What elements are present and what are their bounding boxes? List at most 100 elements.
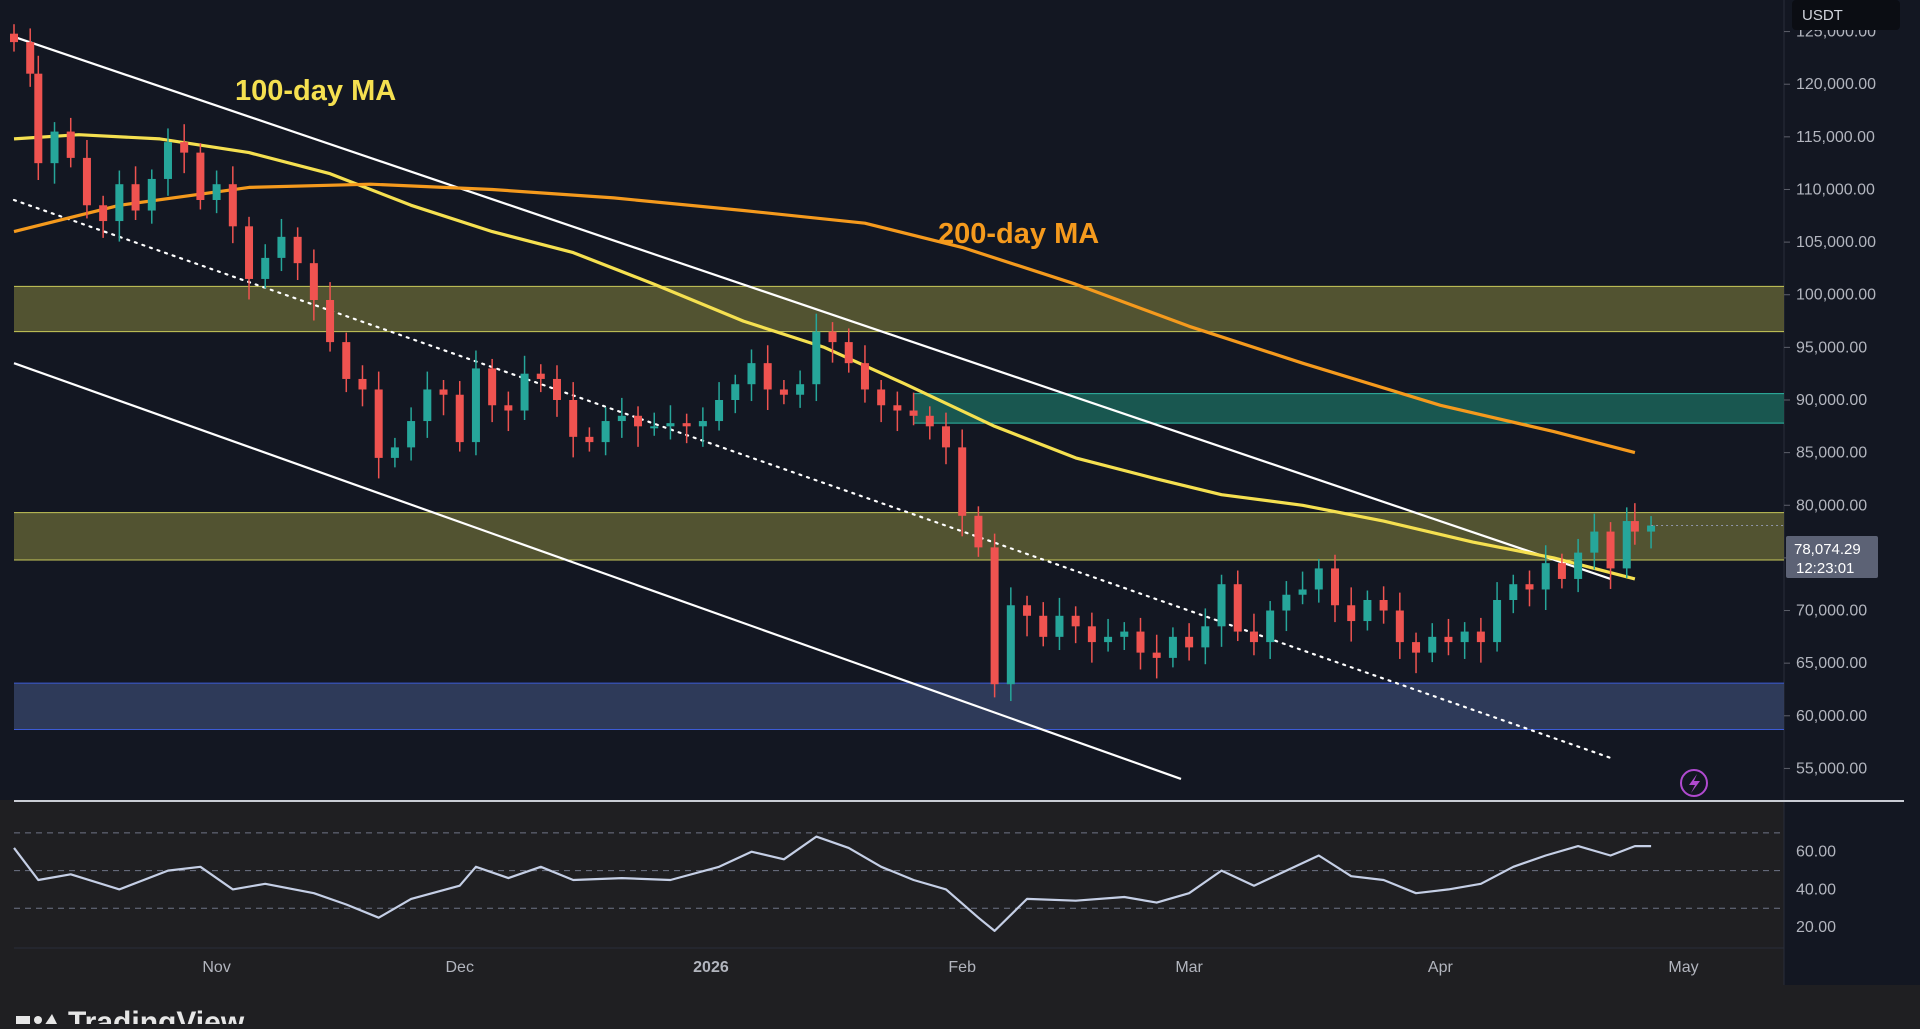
tradingview-logo-icon	[16, 1014, 58, 1026]
candle	[1152, 634, 1161, 679]
candle	[1557, 553, 1566, 589]
candle	[390, 437, 399, 468]
candle	[147, 169, 156, 224]
candle	[1379, 586, 1388, 624]
price-tick-label: 90,000.00	[1796, 392, 1867, 409]
candle-body	[1412, 642, 1421, 653]
price-tick-label: 110,000.00	[1796, 181, 1875, 198]
zone-resistance-upper	[14, 286, 1784, 332]
lightning-alert-icon[interactable]	[1680, 769, 1708, 797]
price-tick-label: 85,000.00	[1796, 445, 1867, 462]
candle	[1298, 571, 1307, 605]
last-price: 78,074.29	[1794, 541, 1861, 558]
candle-body	[1185, 636, 1194, 648]
candle-body	[261, 257, 270, 279]
candle	[66, 117, 75, 168]
candle-body	[212, 184, 221, 200]
candle-body	[552, 378, 561, 400]
candle	[277, 218, 286, 272]
candle	[601, 407, 610, 456]
candle	[731, 374, 740, 414]
candle	[634, 406, 643, 447]
candle-body	[925, 415, 934, 427]
candle-body	[1217, 584, 1226, 627]
candle-body	[601, 421, 610, 443]
bar-countdown: 12:23:01	[1796, 560, 1854, 577]
candle-body	[115, 184, 124, 222]
candle-body	[277, 236, 286, 258]
candle-body	[1541, 563, 1550, 590]
candle-body	[779, 389, 788, 395]
candle	[1363, 590, 1372, 631]
candle-body	[682, 423, 691, 427]
candle	[407, 407, 416, 461]
candle-body	[455, 394, 464, 443]
candle	[1104, 618, 1113, 652]
ma100-line	[13, 133, 1636, 581]
candle-body	[147, 178, 156, 211]
candle	[1525, 570, 1534, 607]
candle	[1347, 587, 1356, 642]
candle	[1266, 601, 1275, 659]
candle-body	[50, 131, 59, 164]
time-axis-label: Feb	[948, 959, 976, 976]
price-tick-label: 70,000.00	[1796, 603, 1867, 620]
candle	[1249, 613, 1258, 656]
candle-body	[342, 342, 351, 379]
price-tick-label: 95,000.00	[1796, 339, 1867, 356]
rsi-tick-label: 20.00	[1796, 919, 1836, 936]
candle	[1168, 627, 1177, 668]
candle	[779, 380, 788, 405]
candle	[50, 122, 59, 184]
candle-body	[1298, 589, 1307, 595]
candle-body	[958, 447, 967, 516]
candle	[1023, 595, 1032, 637]
time-axis-label: Mar	[1175, 959, 1203, 976]
candle	[504, 391, 513, 432]
candle-body	[860, 363, 869, 390]
candle-body	[1314, 568, 1323, 590]
candle-body	[1266, 610, 1275, 643]
trendline-channel-upper	[13, 35, 1611, 580]
currency-badge[interactable]	[1792, 0, 1900, 30]
price-tick-label: 80,000.00	[1796, 497, 1867, 514]
candle	[342, 332, 351, 393]
candle	[715, 382, 724, 431]
candle-body	[471, 368, 480, 443]
candle	[990, 533, 999, 698]
candle-body	[617, 415, 626, 422]
candle	[163, 128, 172, 196]
candle	[26, 28, 35, 87]
time-axis-label: May	[1668, 959, 1698, 976]
candle-body	[763, 363, 772, 390]
candle-body	[1557, 563, 1566, 579]
candle	[763, 345, 772, 410]
candle-body	[1233, 584, 1242, 632]
candle-body	[309, 263, 318, 300]
trendline-channel-mid	[12, 198, 1612, 759]
time-axis-label: Dec	[446, 959, 474, 976]
candle-body	[715, 400, 724, 422]
candle-body	[1249, 631, 1258, 643]
candle-body	[1006, 605, 1015, 685]
candle-body	[828, 331, 837, 343]
candle	[245, 216, 254, 300]
zone-resistance-lower	[14, 512, 1784, 560]
candle	[358, 365, 367, 407]
candle	[1493, 582, 1502, 652]
candle	[958, 429, 967, 537]
candle	[228, 166, 237, 244]
candle-body	[731, 384, 740, 400]
candle-body	[358, 378, 367, 390]
candle-body	[390, 447, 399, 458]
candle	[1395, 592, 1404, 659]
candle	[1509, 574, 1518, 614]
candle-body	[504, 405, 513, 411]
candle-body	[228, 184, 237, 227]
candle	[1330, 554, 1339, 623]
candle-body	[66, 131, 75, 158]
candle	[34, 55, 43, 180]
candle	[1476, 617, 1485, 663]
candle	[666, 405, 675, 440]
